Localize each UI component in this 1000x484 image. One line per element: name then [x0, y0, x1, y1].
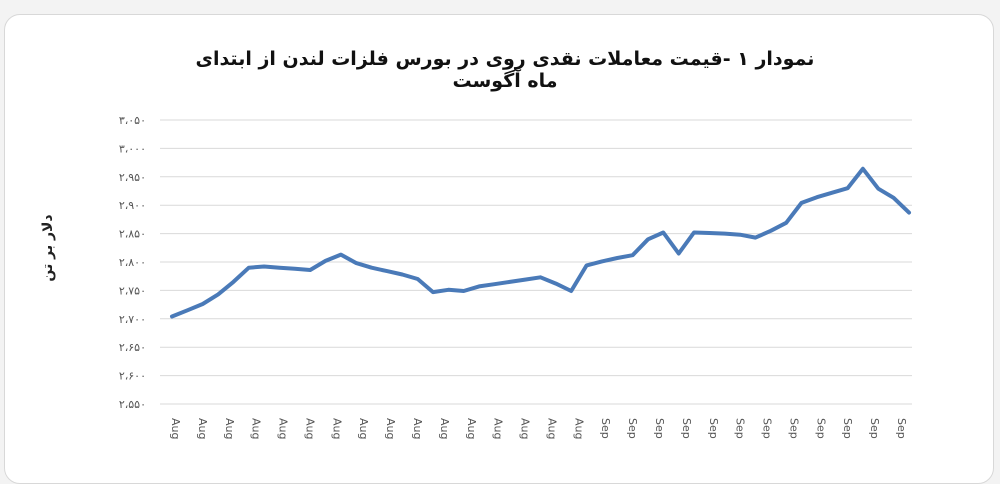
x-tick-label: Sep: [868, 418, 881, 439]
chart-title: نمودار ۱ -قیمت معاملات نقدی روی در بورس …: [195, 48, 815, 92]
x-tick-label: Sep: [653, 418, 666, 439]
x-tick-label: Sep: [626, 418, 639, 439]
x-tick-label: Aug: [357, 418, 370, 439]
x-tick-label: Aug: [492, 418, 505, 439]
x-tick-label: Aug: [545, 418, 558, 439]
y-tick-label: ۲،۸۵۰: [119, 228, 146, 241]
x-tick-label: Aug: [465, 418, 478, 439]
y-axis-ticks: ۲،۵۵۰ ۲،۶۰۰ ۲،۶۵۰ ۲،۷۰۰ ۲،۷۵۰ ۲،۸۰۰ ۲،۸۵۰ ۲،۹۰۰…: [119, 114, 146, 411]
x-tick-label: Aug: [303, 418, 316, 439]
x-tick-label: Aug: [411, 418, 424, 439]
y-tick-label: ۲،۶۰۰: [119, 370, 146, 383]
x-tick-label: Aug: [250, 418, 263, 439]
x-tick-label: Aug: [572, 418, 585, 439]
x-tick-label: Sep: [599, 418, 612, 439]
x-tick-label: Sep: [895, 418, 908, 439]
x-tick-label: Aug: [223, 418, 236, 439]
x-tick-label: Aug: [330, 418, 343, 439]
x-tick-label: Aug: [438, 418, 451, 439]
x-tick-label: Aug: [519, 418, 532, 439]
x-tick-label: Sep: [734, 418, 747, 439]
y-tick-label: ۲،۹۵۰: [119, 171, 146, 184]
x-tick-label: Aug: [169, 418, 182, 439]
x-tick-label: Aug: [277, 418, 290, 439]
y-tick-label: ۲،۸۰۰: [119, 256, 146, 269]
y-tick-label: ۲،۷۰۰: [119, 313, 146, 326]
y-tick-label: ۲،۹۰۰: [119, 199, 146, 212]
series-line: [170, 166, 911, 319]
y-tick-label: ۲،۵۵۰: [119, 398, 146, 411]
x-tick-label: Aug: [384, 418, 397, 439]
x-axis-ticks: Aug Aug Aug Aug Aug Aug Aug Aug Aug Aug Aug Aug Aug A…: [169, 418, 908, 439]
y-tick-label: ۳،۰۵۰: [119, 114, 146, 127]
x-tick-label: Sep: [707, 418, 720, 439]
x-tick-label: Sep: [787, 418, 800, 439]
x-tick-label: Sep: [680, 418, 693, 439]
x-tick-label: Sep: [841, 418, 854, 439]
x-tick-label: Sep: [761, 418, 774, 439]
y-tick-label: ۲،۷۵۰: [119, 284, 146, 297]
y-tick-label: ۳،۰۰۰: [119, 142, 146, 155]
grid-lines: [160, 119, 912, 405]
chart-card: [4, 14, 994, 484]
x-tick-label: Sep: [814, 418, 827, 439]
y-tick-label: ۲،۶۵۰: [119, 341, 146, 354]
line-chart: ۲،۵۵۰ ۲،۶۰۰ ۲،۶۵۰ ۲،۷۰۰ ۲،۷۵۰ ۲،۸۰۰ ۲،۸۵۰ ۲،۹۰۰…: [119, 114, 912, 439]
x-tick-label: Aug: [196, 418, 209, 439]
